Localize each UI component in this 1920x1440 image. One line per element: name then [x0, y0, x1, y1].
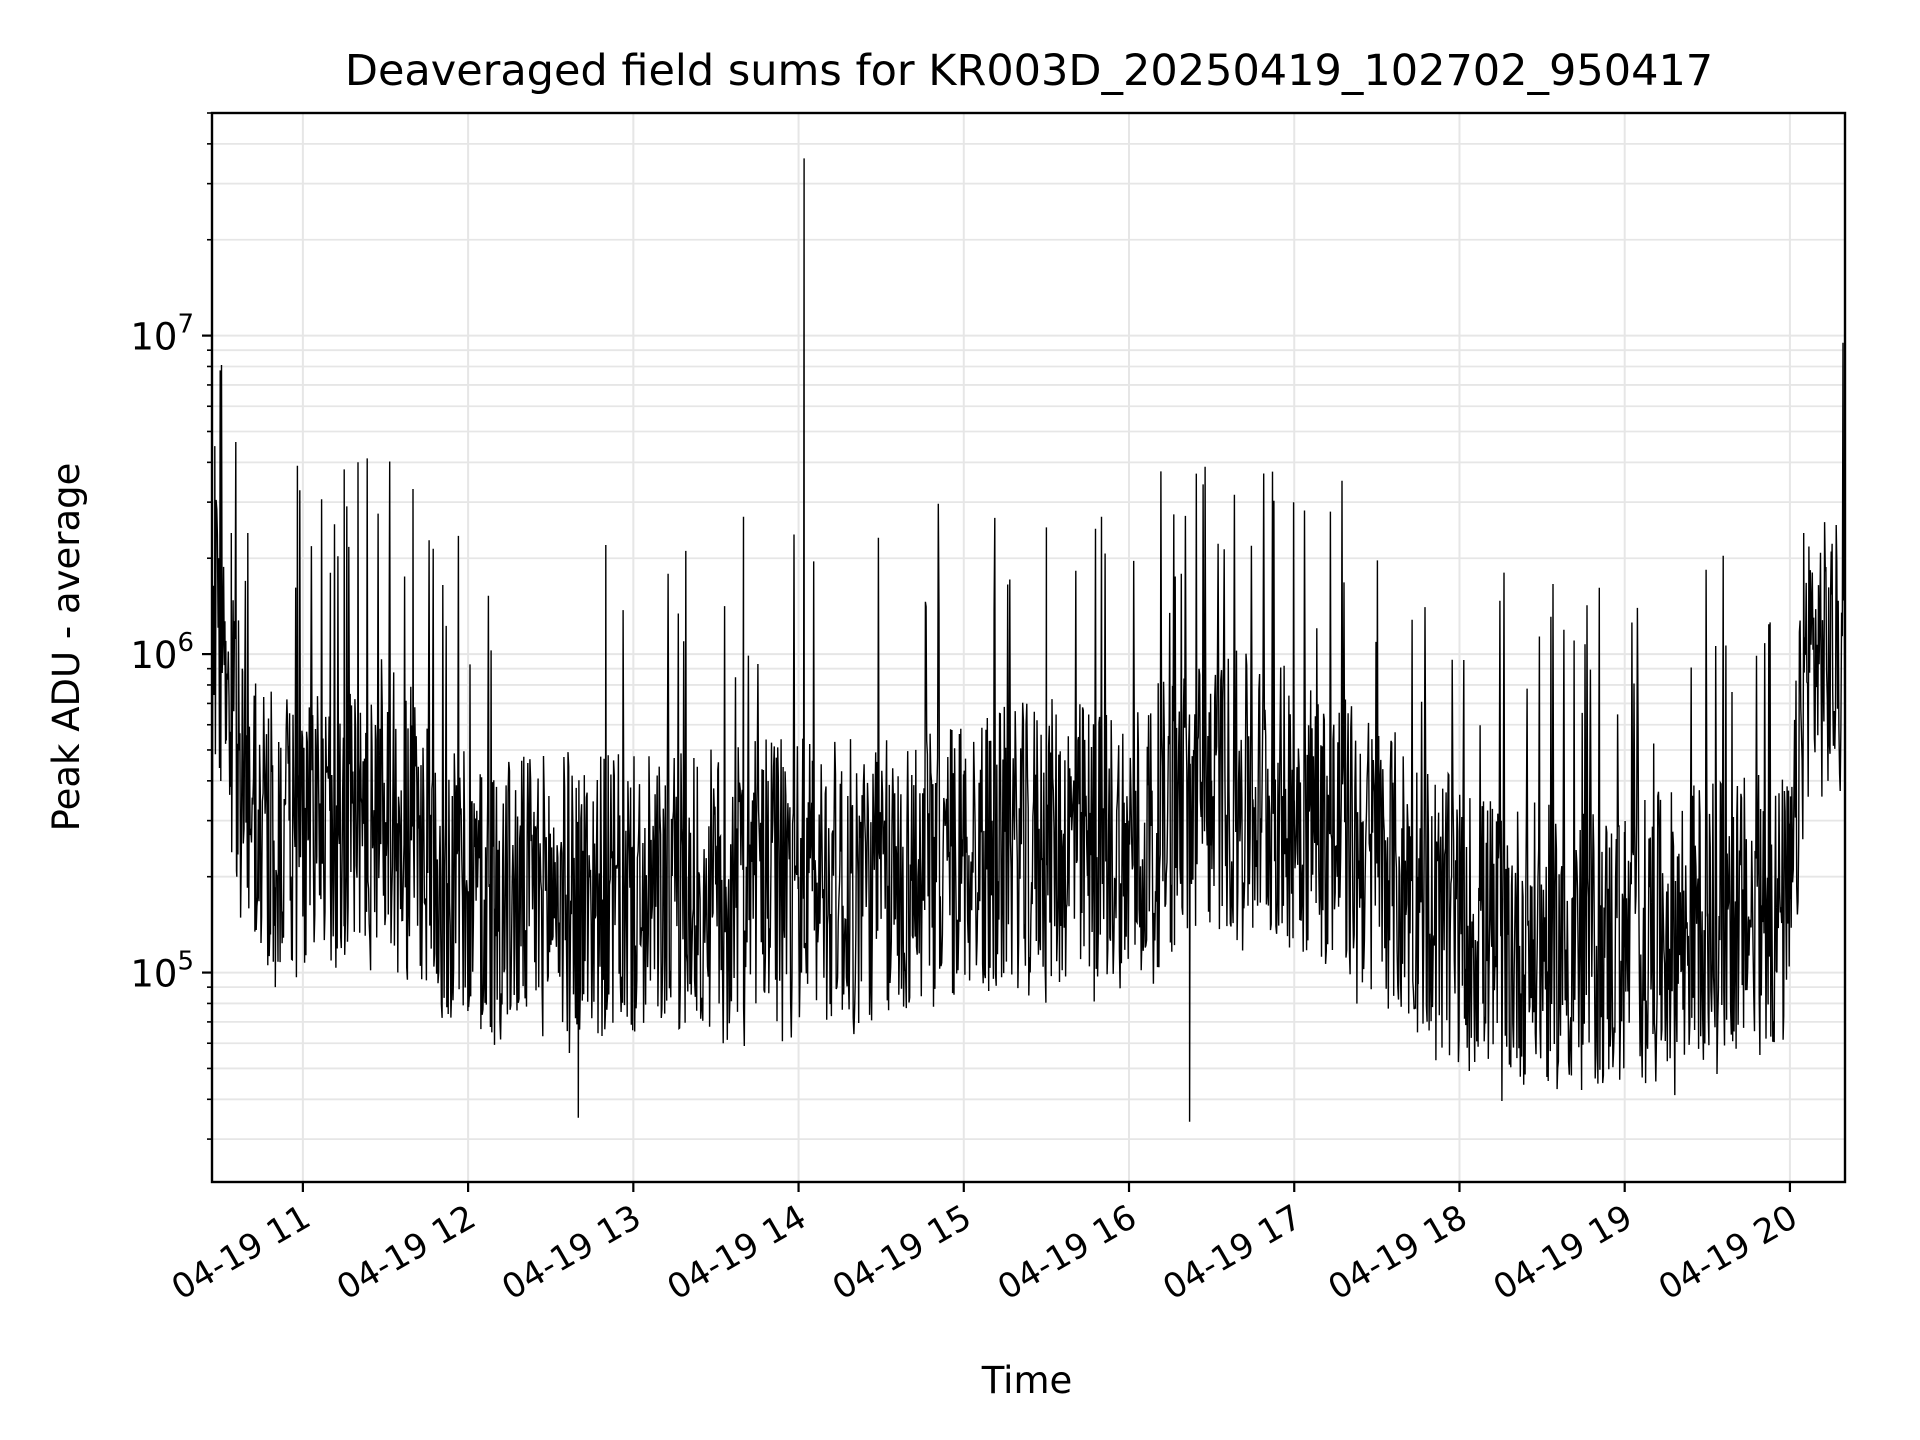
y-tick-label: 105 [130, 947, 194, 996]
x-axis-label: Time [981, 1359, 1073, 1402]
chart-title: Deaveraged field sums for KR003D_2025041… [345, 46, 1713, 96]
y-axis-label: Peak ADU - average [45, 463, 88, 832]
y-tick-label: 107 [130, 310, 194, 359]
series-line [212, 158, 1845, 1140]
y-tick-label: 106 [130, 628, 194, 677]
plot-area [212, 158, 1845, 1140]
plot-frame [210, 111, 1847, 1184]
